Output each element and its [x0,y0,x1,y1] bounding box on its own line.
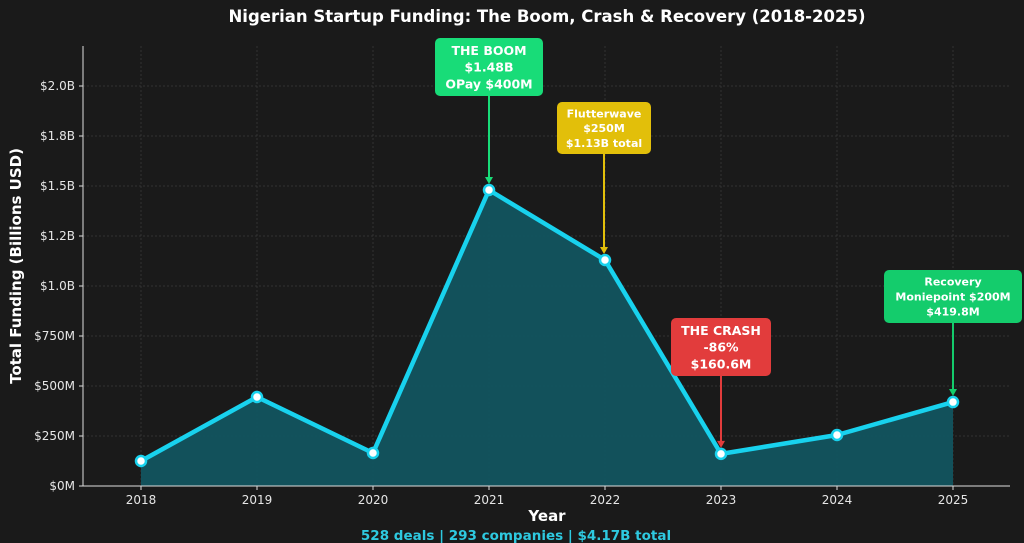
arrow-head-icon [717,440,725,448]
series-line [139,187,954,463]
annotation-text: THE BOOM [451,43,526,58]
annotation-the-crash: THE CRASH -86%$160.6M [671,318,771,448]
x-axis-label: Year [527,507,566,525]
annotation-recovery: Recovery Moniepoint $200M $419.8M [884,270,1022,397]
annotation-text: $160.6M [691,356,752,371]
annotation-box [557,102,651,154]
summary-footer: 528 deals | 293 companies | $4.17B total [361,528,671,543]
annotation-text: $250M [583,122,625,135]
arrow-head-icon [485,177,493,184]
annotation-text: $419.8M [926,306,979,319]
y-tick-label: $1.2B [40,229,75,243]
y-tick-label: $0M [49,479,75,493]
x-tick-label: 2018 [126,493,157,507]
annotation-text: Flutterwave [567,107,642,120]
chart-title: Nigerian Startup Funding: The Boom, Cras… [228,7,865,26]
x-tick-label: 2025 [938,493,969,507]
y-tick-label: $1.8B [40,129,75,143]
y-tick-label: $1.5B [40,179,75,193]
annotation-text: THE CRASH [681,323,761,338]
annotation-text: Moniepoint $200M [895,291,1010,304]
y-tick-label: $750M [34,329,75,343]
y-tick-label: $250M [34,429,75,443]
annotation-text: $1.48B [464,60,513,75]
x-tick-label: 2021 [474,493,505,507]
x-tick-label: 2024 [822,493,853,507]
annotation-text: Recovery [924,276,981,289]
annotation-text: $1.13B total [566,137,642,150]
axes: $0M $250M $500M $750M $1.0B $1.2B $1.5B $1.8B $2… [34,46,1010,507]
annotation-box [435,38,543,96]
data-point [714,447,728,461]
arrow-head-icon [949,389,957,397]
data-point [366,446,380,460]
data-point [250,390,264,404]
annotation-flutterwave: Flutterwave $250M $1.13B total [557,102,651,254]
annotation-text: -86% [703,340,739,355]
data-points [134,183,960,468]
y-tick-label: $500M [34,379,75,393]
annotation-text: OPay $400M [445,76,532,91]
y-tick-label: $1.0B [40,279,75,293]
data-point [134,454,148,468]
x-tick-label: 2023 [706,493,737,507]
x-tick-label: 2019 [242,493,273,507]
area-fill [141,190,953,486]
x-tick-label: 2020 [358,493,389,507]
data-point [598,253,612,267]
data-point [830,428,844,442]
y-axis-label: Total Funding (Billions USD) [7,148,25,384]
y-tick-label: $2.0B [40,79,75,93]
arrow-head-icon [600,247,608,254]
annotation-box [884,270,1022,323]
x-tick-label: 2022 [590,493,621,507]
data-point [482,183,496,197]
data-point [946,395,960,409]
annotation-box [671,318,771,376]
